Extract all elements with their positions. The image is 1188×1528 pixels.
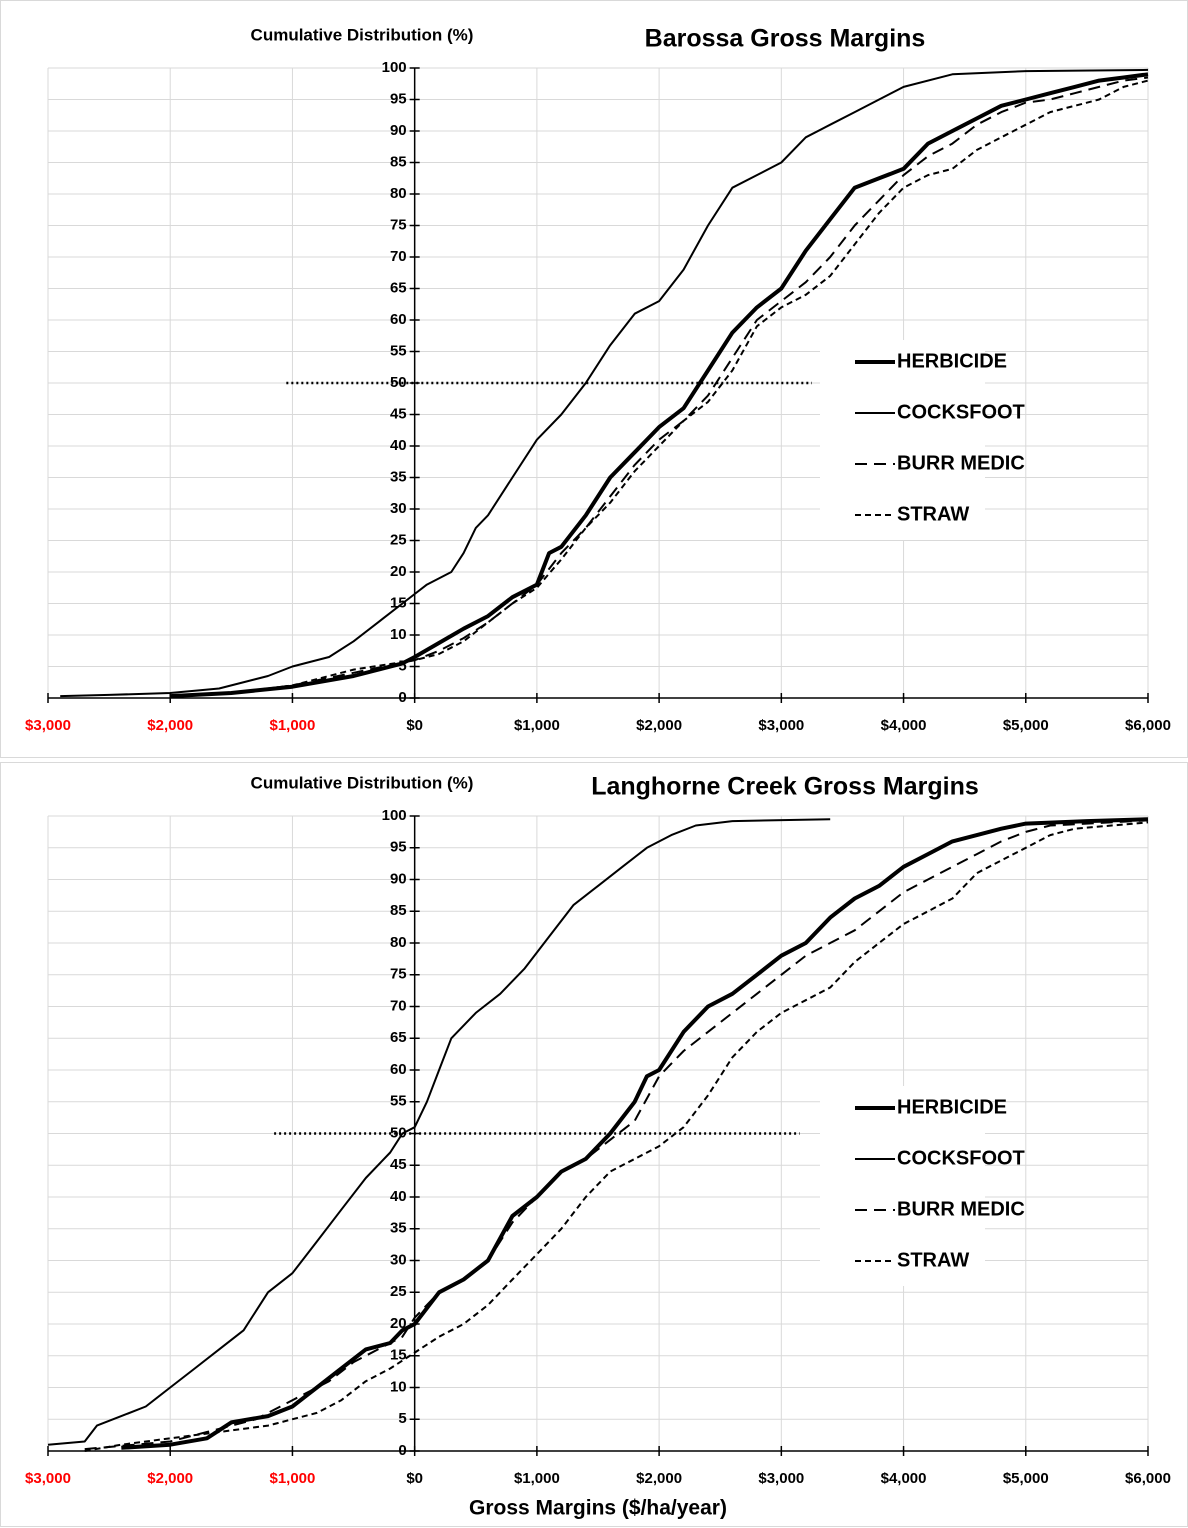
y-tick-label: 20 xyxy=(390,563,407,580)
y-tick-label: 65 xyxy=(390,279,407,296)
y-tick-label: 60 xyxy=(390,1061,407,1078)
y-tick-label: 10 xyxy=(390,626,407,643)
x-tick-label: $1,000 xyxy=(514,1470,560,1487)
y-tick-label: 90 xyxy=(390,870,407,887)
x-tick-label: $1,000 xyxy=(514,717,560,734)
y-axis-title: Cumulative Distribution (%) xyxy=(251,25,474,44)
x-tick-label: $0 xyxy=(406,717,423,734)
y-tick-label: 45 xyxy=(390,405,407,422)
x-tick-label: $2,000 xyxy=(147,717,193,734)
y-tick-label: 35 xyxy=(390,468,407,485)
y-tick-label: 85 xyxy=(390,902,407,919)
y-tick-label: 30 xyxy=(390,500,407,517)
x-tick-label: $1,000 xyxy=(269,717,315,734)
x-tick-label: $4,000 xyxy=(881,1470,927,1487)
y-tick-label: 100 xyxy=(382,59,407,76)
y-tick-label: 15 xyxy=(390,594,407,611)
legend-label: HERBICIDE xyxy=(897,1096,1007,1118)
y-axis-title: Cumulative Distribution (%) xyxy=(251,773,474,792)
series-line xyxy=(60,68,1149,698)
y-tick-label: 5 xyxy=(398,1410,406,1427)
x-tick-label: $2,000 xyxy=(147,1470,193,1487)
x-tick-label: $5,000 xyxy=(1003,717,1049,734)
chart-title: Langhorne Creek Gross Margins xyxy=(591,773,979,801)
y-tick-label: 60 xyxy=(390,311,407,328)
y-tick-label: 70 xyxy=(390,997,407,1014)
y-tick-label: 40 xyxy=(390,1188,407,1205)
x-tick-label: $3,000 xyxy=(758,717,804,734)
series-line xyxy=(121,817,1149,1450)
y-tick-label: 80 xyxy=(390,934,407,951)
y-tick-label: 100 xyxy=(382,807,407,824)
legend-label: HERBICIDE xyxy=(897,350,1007,372)
y-tick-label: 65 xyxy=(390,1029,407,1046)
series-line xyxy=(182,79,1149,698)
x-tick-label: $6,000 xyxy=(1125,1470,1171,1487)
y-tick-label: 25 xyxy=(390,531,407,548)
legend-box xyxy=(820,1086,985,1286)
x-tick-label: $6,000 xyxy=(1125,717,1171,734)
y-tick-label: 95 xyxy=(390,90,407,107)
x-tick-label: $2,000 xyxy=(636,1470,682,1487)
y-tick-label: 0 xyxy=(398,689,406,706)
y-tick-label: 30 xyxy=(390,1251,407,1268)
y-tick-label: 50 xyxy=(390,1124,407,1141)
y-tick-label: 90 xyxy=(390,122,407,139)
x-tick-label: $5,000 xyxy=(1003,1470,1049,1487)
x-tick-label: $4,000 xyxy=(881,717,927,734)
y-tick-label: 5 xyxy=(398,657,406,674)
y-tick-label: 45 xyxy=(390,1156,407,1173)
series-line xyxy=(47,818,831,1446)
y-tick-label: 80 xyxy=(390,185,407,202)
x-tick-label: $3,000 xyxy=(758,1470,804,1487)
x-tick-label: $3,000 xyxy=(25,1470,71,1487)
legend-label: BURR MEDIC xyxy=(897,452,1025,474)
legend-label: COCKSFOOT xyxy=(897,1147,1025,1169)
panel-border xyxy=(0,0,1188,758)
y-tick-label: 75 xyxy=(390,216,407,233)
x-tick-label: $2,000 xyxy=(636,717,682,734)
y-tick-label: 20 xyxy=(390,1315,407,1332)
x-tick-label: $3,000 xyxy=(25,717,71,734)
y-tick-label: 15 xyxy=(390,1347,407,1364)
legend-label: COCKSFOOT xyxy=(897,401,1025,423)
series-line xyxy=(84,821,1149,1452)
y-tick-label: 70 xyxy=(390,248,407,265)
y-tick-label: 95 xyxy=(390,839,407,856)
x-axis-title: Gross Margins ($/ha/year) xyxy=(469,1497,727,1520)
chart-title: Barossa Gross Margins xyxy=(645,25,926,53)
y-tick-label: 40 xyxy=(390,437,407,454)
y-tick-label: 0 xyxy=(398,1442,406,1459)
y-tick-label: 55 xyxy=(390,1093,407,1110)
y-tick-label: 25 xyxy=(390,1283,407,1300)
legend-label: STRAW xyxy=(897,1249,969,1271)
legend-box xyxy=(820,340,985,540)
x-tick-label: $1,000 xyxy=(269,1470,315,1487)
legend-label: STRAW xyxy=(897,503,969,525)
legend-label: BURR MEDIC xyxy=(897,1198,1025,1220)
y-tick-label: 75 xyxy=(390,966,407,983)
panel-border xyxy=(0,762,1188,1527)
series-line xyxy=(84,819,1149,1451)
y-tick-label: 10 xyxy=(390,1378,407,1395)
y-tick-label: 55 xyxy=(390,342,407,359)
series-line xyxy=(170,72,1149,699)
x-tick-label: $0 xyxy=(406,1470,423,1487)
y-tick-label: 85 xyxy=(390,153,407,170)
y-tick-label: 35 xyxy=(390,1220,407,1237)
